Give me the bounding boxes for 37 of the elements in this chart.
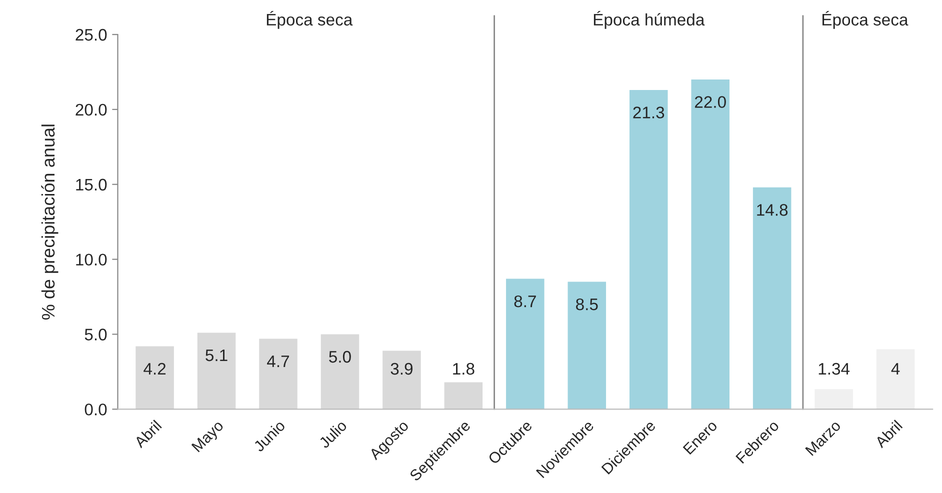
bar <box>444 382 483 410</box>
data-label: 1.8 <box>453 362 474 375</box>
data-label: 5.0 <box>329 350 351 363</box>
bar <box>382 350 421 410</box>
text: Época húmeda <box>594 10 705 29</box>
bar <box>320 334 360 410</box>
x-tick-label: Julio <box>318 419 348 449</box>
data-label: 8.7 <box>514 295 536 308</box>
bar <box>691 79 730 410</box>
data-label: 5.1 <box>206 350 228 362</box>
y-tick-label: 10.0 <box>76 254 107 266</box>
data-label: 21.3 <box>633 106 664 118</box>
data-label: 14.8 <box>757 204 788 216</box>
data-label: 4.7 <box>267 356 289 368</box>
data-label: 22.0 <box>694 96 726 108</box>
y-tick-label: 15.0 <box>76 178 107 191</box>
bar <box>136 346 174 410</box>
bar <box>876 349 915 410</box>
text: Época seca <box>266 10 353 29</box>
bar <box>197 332 236 410</box>
y-tick-label: 5.0 <box>84 328 107 340</box>
data-label: 8.5 <box>576 298 598 310</box>
bar <box>814 389 853 410</box>
bar <box>506 278 544 410</box>
data-label: 1.34 <box>818 362 850 375</box>
bar <box>259 338 298 410</box>
data-label: 4.2 <box>144 362 166 375</box>
y-tick-label: 25.0 <box>76 28 107 41</box>
bar <box>752 187 792 410</box>
data-label: 4 <box>891 363 900 375</box>
data-label: 3.9 <box>390 362 412 375</box>
bar <box>568 282 606 410</box>
bar <box>629 90 668 410</box>
y-tick-label: 0.0 <box>84 404 107 416</box>
y-axis-title: % de precipitación anual <box>41 124 58 320</box>
y-tick-label: 20.0 <box>76 104 107 116</box>
text: Época seca <box>822 10 908 29</box>
